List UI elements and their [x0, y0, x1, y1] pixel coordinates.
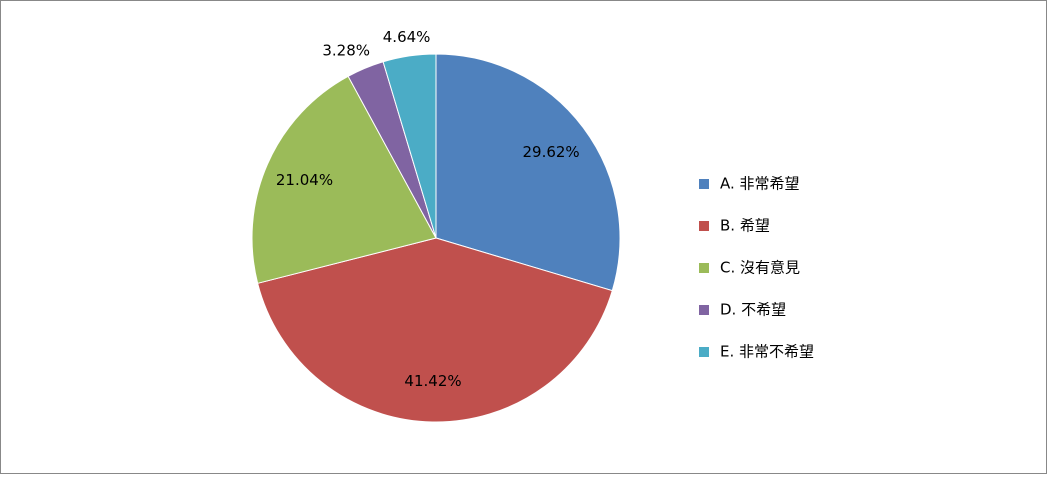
legend-label: C. 沒有意見	[720, 259, 800, 277]
legend-label: B. 希望	[720, 217, 770, 235]
pie-slice	[382, 53, 437, 239]
pie-slice	[435, 53, 621, 292]
legend-label: D. 不希望	[720, 301, 786, 319]
legend-swatch	[699, 347, 709, 357]
data-label: 21.04%	[276, 171, 333, 189]
legend-label: E. 非常不希望	[720, 343, 814, 361]
pie-slice	[251, 75, 437, 284]
data-label: 4.64%	[383, 28, 431, 46]
pie-slice	[257, 237, 613, 423]
data-label: 29.62%	[522, 143, 579, 161]
legend-label: A. 非常希望	[720, 175, 800, 193]
legend-swatch	[699, 263, 709, 273]
legend-swatch	[699, 221, 709, 231]
data-label: 41.42%	[404, 372, 461, 390]
data-label: 3.28%	[322, 42, 370, 60]
legend-swatch	[699, 305, 709, 315]
legend-swatch	[699, 179, 709, 189]
